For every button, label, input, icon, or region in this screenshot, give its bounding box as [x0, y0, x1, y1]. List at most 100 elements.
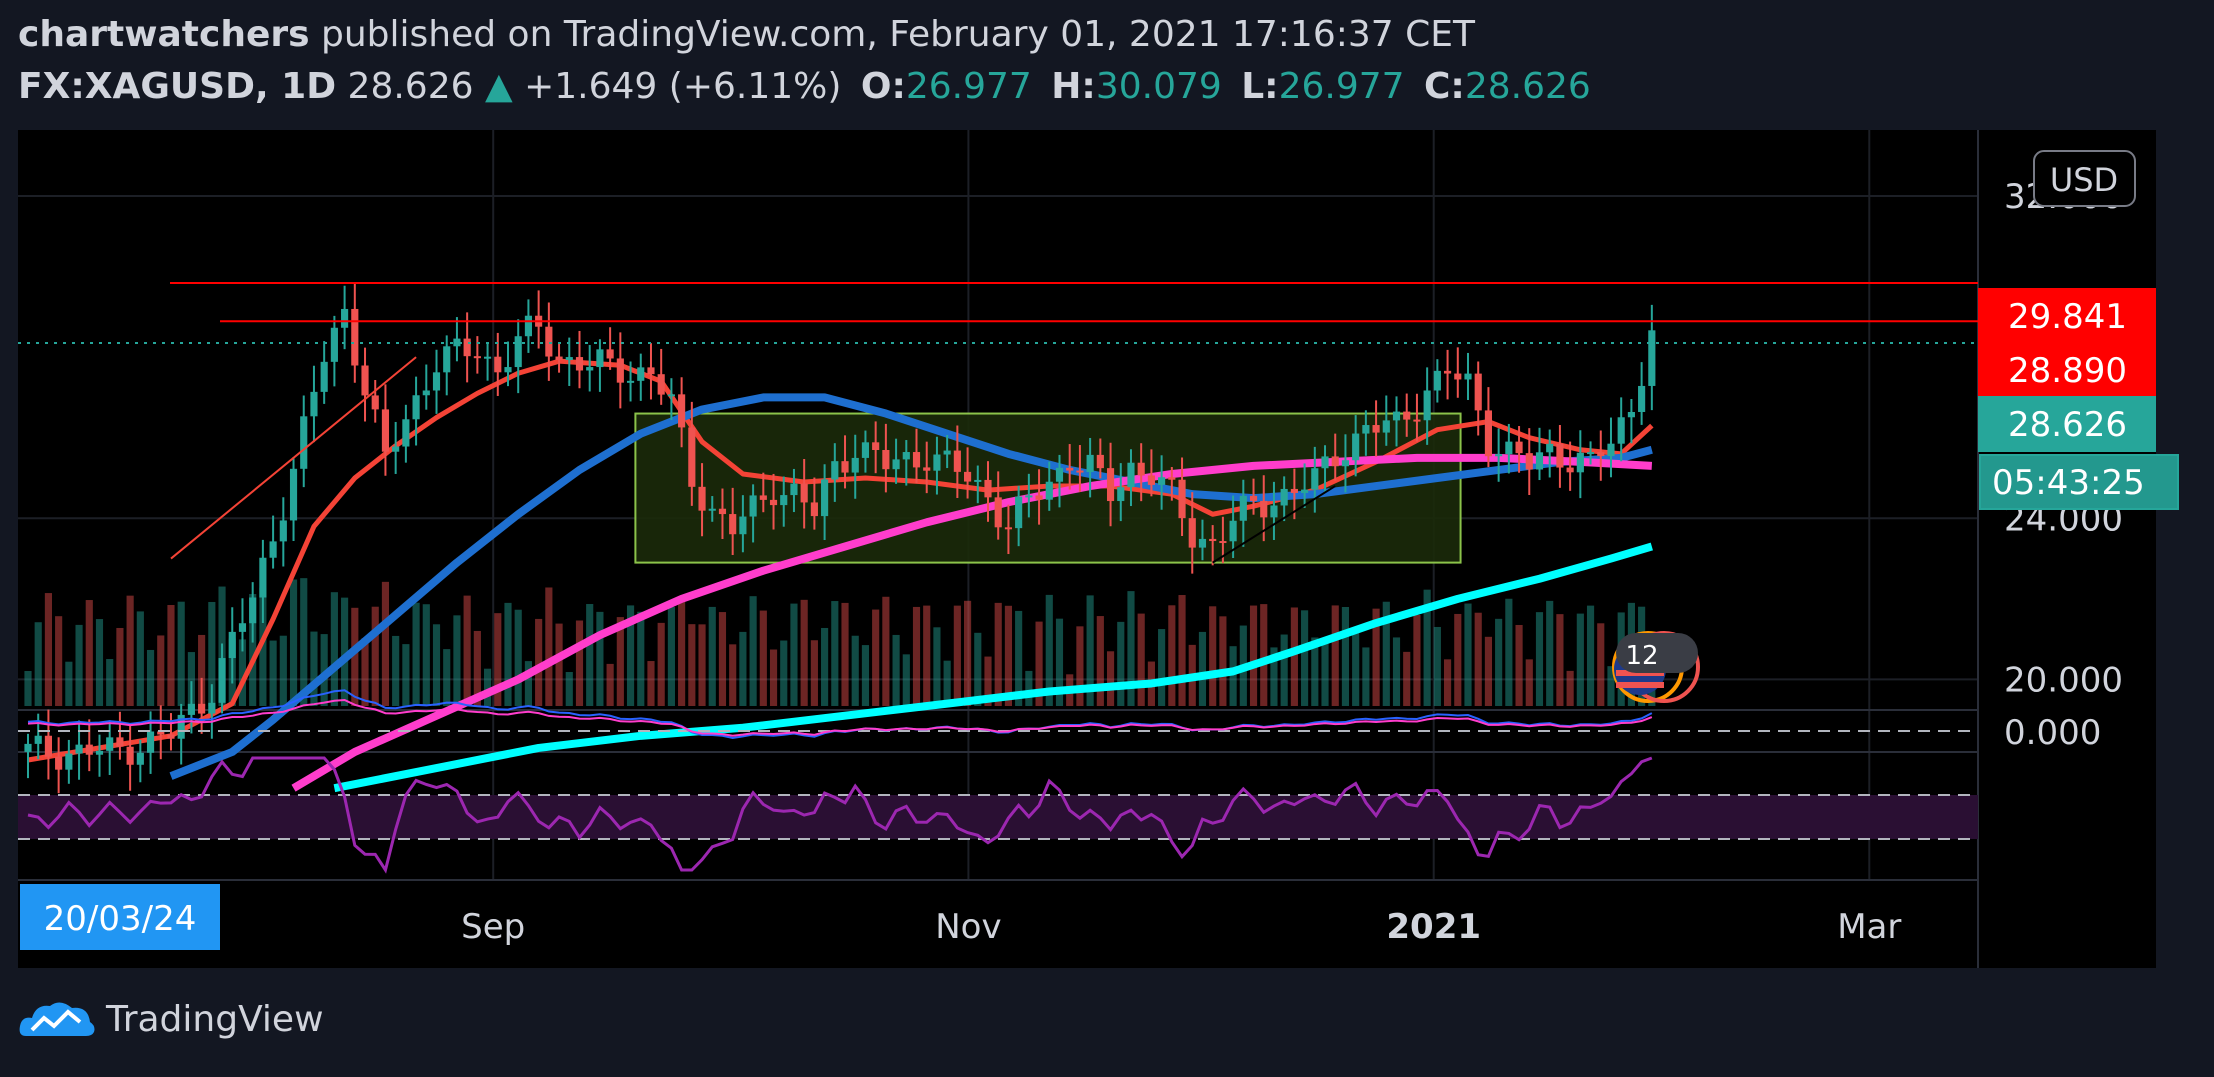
low-value: 26.977: [1278, 66, 1405, 107]
candle-body: [821, 479, 829, 517]
candle-body: [381, 409, 390, 452]
symbol-line: FX:XAGUSD, 1D 28.626 ▲ +1.649 (+6.11%) O…: [18, 66, 1591, 107]
candle-body: [1086, 454, 1094, 473]
volume-bar: [167, 605, 175, 706]
volume-bar: [269, 640, 277, 706]
date-badge: 20/03/24: [20, 884, 220, 950]
event-marker[interactable]: 12: [1612, 631, 1700, 703]
volume-bar: [1484, 636, 1492, 706]
volume-bar: [626, 605, 635, 706]
candle-body: [1546, 443, 1554, 453]
volume-bar: [320, 634, 328, 706]
candle-body: [310, 391, 318, 417]
moving-average-ma_long: [291, 453, 1653, 792]
volume-bar: [1341, 607, 1350, 706]
volume-bar: [1607, 666, 1615, 706]
volume-bar: [1392, 637, 1401, 706]
candle-body: [831, 461, 839, 480]
volume-bar: [994, 602, 1002, 706]
candle-body: [565, 357, 573, 361]
volume-bar: [688, 624, 696, 706]
volume-bar: [126, 595, 134, 706]
volume-bar: [1474, 612, 1482, 706]
candle-body: [198, 703, 206, 714]
volume-bar: [1117, 621, 1125, 706]
candle-body: [136, 752, 144, 765]
candle-body: [555, 356, 563, 361]
currency-button[interactable]: USD: [2033, 150, 2136, 207]
volume-bar: [279, 635, 287, 706]
candle-body: [1341, 460, 1350, 467]
candle-body: [1331, 456, 1339, 467]
cloud-logo-icon: [19, 1002, 95, 1036]
candle-body: [1495, 454, 1503, 457]
author-name[interactable]: chartwatchers: [18, 14, 310, 55]
volume-bar: [1249, 605, 1258, 706]
candle-body: [861, 442, 870, 458]
volume-bar: [177, 601, 185, 706]
candle-body: [371, 395, 379, 410]
candle-body: [75, 744, 83, 754]
volume-bar: [1403, 651, 1411, 706]
volume-bar: [984, 656, 992, 706]
volume-bar: [1597, 623, 1605, 706]
candle-body: [106, 737, 114, 751]
volume-bar: [1025, 670, 1033, 706]
volume-bar: [1352, 630, 1360, 706]
volume-bar: [504, 602, 512, 706]
volume-bar: [729, 644, 737, 706]
candle-body: [1607, 443, 1615, 457]
candle-body: [1209, 538, 1217, 542]
volume-bar: [524, 661, 532, 706]
volume-bar: [1444, 659, 1452, 706]
volume-bar: [422, 604, 430, 706]
volume-bar: [412, 602, 420, 706]
volume-bar: [1015, 610, 1023, 706]
volume-bar: [106, 659, 114, 706]
publish-line: chartwatchers published on TradingView.c…: [18, 14, 1475, 55]
candle-body: [1311, 468, 1319, 490]
candle-body: [473, 356, 481, 359]
signal-line: [27, 698, 1653, 737]
volume-bar: [708, 606, 716, 706]
candle-body: [44, 735, 52, 757]
candle-body: [330, 327, 338, 362]
volume-bar: [667, 607, 675, 706]
volume-bar: [432, 624, 441, 706]
candle-body: [361, 365, 369, 396]
volume-bar: [381, 581, 390, 706]
candle-body: [678, 394, 686, 428]
symbol-interval[interactable]: FX:XAGUSD, 1D: [18, 66, 337, 107]
volume-bar: [157, 635, 165, 706]
candle-body: [1301, 489, 1309, 493]
candle-body: [586, 367, 594, 371]
candle-body: [1198, 538, 1207, 548]
candle-body: [749, 495, 757, 517]
moving-average-ma_longest: [333, 542, 1653, 793]
candle-body: [1127, 462, 1135, 488]
candle-body: [851, 457, 859, 473]
volume-bar: [861, 645, 870, 706]
candle-body: [1515, 441, 1523, 454]
date-badge-label: 20/03/24: [44, 899, 197, 939]
candle-body: [1382, 420, 1390, 433]
candle-body: [1025, 495, 1033, 498]
volume-bar: [1433, 626, 1441, 706]
candle-body: [545, 326, 553, 357]
volume-bar: [1525, 659, 1533, 706]
candle-body: [1576, 452, 1584, 473]
tradingview-logo[interactable]: TradingView: [18, 996, 324, 1042]
x-tick-label: Nov: [935, 907, 1001, 947]
high-label: H:: [1051, 66, 1096, 107]
volume-bar: [85, 600, 93, 706]
candle-body: [667, 394, 675, 397]
candle-body: [157, 731, 165, 735]
open-value: 26.977: [905, 66, 1032, 107]
candle-body: [24, 743, 32, 752]
volume-bar: [136, 611, 144, 706]
volume-bar: [933, 627, 941, 706]
volume-bar: [606, 663, 614, 706]
candle-body: [1321, 456, 1329, 469]
volume-bar: [402, 644, 410, 706]
